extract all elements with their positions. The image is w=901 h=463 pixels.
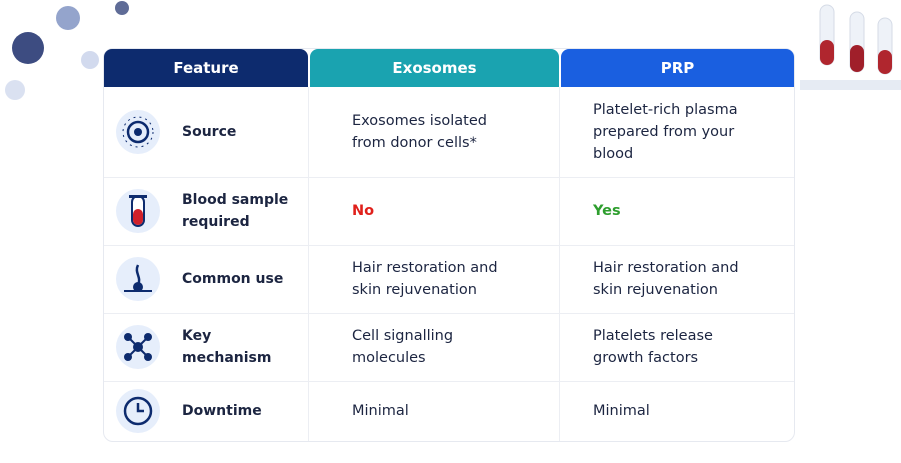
- prp-cell: Platelet-rich plasma prepared from your …: [593, 87, 751, 177]
- column-divider: [308, 87, 309, 441]
- cell-text: Cell signalling molecules: [352, 328, 454, 366]
- feature-text: Source: [182, 124, 237, 140]
- cell-text: Hair restoration and skin rejuvenation: [352, 260, 498, 298]
- header-prp: PRP: [561, 49, 794, 87]
- feature-icon: [116, 257, 160, 301]
- cell-text: Platelet-rich plasma prepared from your …: [593, 102, 738, 162]
- virus-decoration: [5, 1, 129, 100]
- column-divider: [559, 87, 560, 441]
- feature-label: Key mechanism: [182, 313, 302, 381]
- exosomes-cell: No: [352, 177, 510, 245]
- row-divider: [104, 313, 794, 314]
- header-feature: Feature: [104, 49, 308, 87]
- feature-text: Downtime: [182, 403, 262, 419]
- cell-text: Minimal: [593, 403, 650, 419]
- comparison-table: Feature Exosomes PRP Source Exosomes isol…: [103, 48, 795, 442]
- row-divider: [104, 177, 794, 178]
- feature-label: Common use: [182, 245, 302, 313]
- prp-cell: Minimal: [593, 381, 751, 441]
- feature-text: Common use: [182, 271, 284, 287]
- feature-label: Blood sample required: [182, 177, 302, 245]
- prp-cell: Hair restoration and skin rejuvenation: [593, 245, 751, 313]
- prp-cell: Platelets release growth factors: [593, 313, 751, 381]
- exosomes-cell: Minimal: [352, 381, 510, 441]
- cell-text: Hair restoration and skin rejuvenation: [593, 260, 739, 298]
- header-exosomes: Exosomes: [310, 49, 559, 87]
- exosomes-cell: Cell signalling molecules: [352, 313, 510, 381]
- feature-label: Downtime: [182, 381, 302, 441]
- feature-icon: [116, 110, 160, 154]
- exosomes-cell: Exosomes isolated from donor cells*: [352, 87, 510, 177]
- row-divider: [104, 245, 794, 246]
- feature-label: Source: [182, 87, 302, 177]
- cell-text: Yes: [593, 203, 621, 219]
- row-divider: [104, 381, 794, 382]
- feature-text: Key mechanism: [182, 328, 272, 366]
- cell-text: Exosomes isolated from donor cells*: [352, 113, 487, 151]
- exosomes-cell: Hair restoration and skin rejuvenation: [352, 245, 510, 313]
- test-tube-decoration: [800, 4, 901, 90]
- cell-text: Platelets release growth factors: [593, 328, 713, 366]
- cell-text: Minimal: [352, 403, 409, 419]
- feature-icon: [116, 325, 160, 369]
- feature-text: Blood sample required: [182, 192, 289, 230]
- cell-text: No: [352, 203, 375, 219]
- feature-icon: [116, 189, 160, 233]
- prp-cell: Yes: [593, 177, 751, 245]
- feature-icon: [116, 389, 160, 433]
